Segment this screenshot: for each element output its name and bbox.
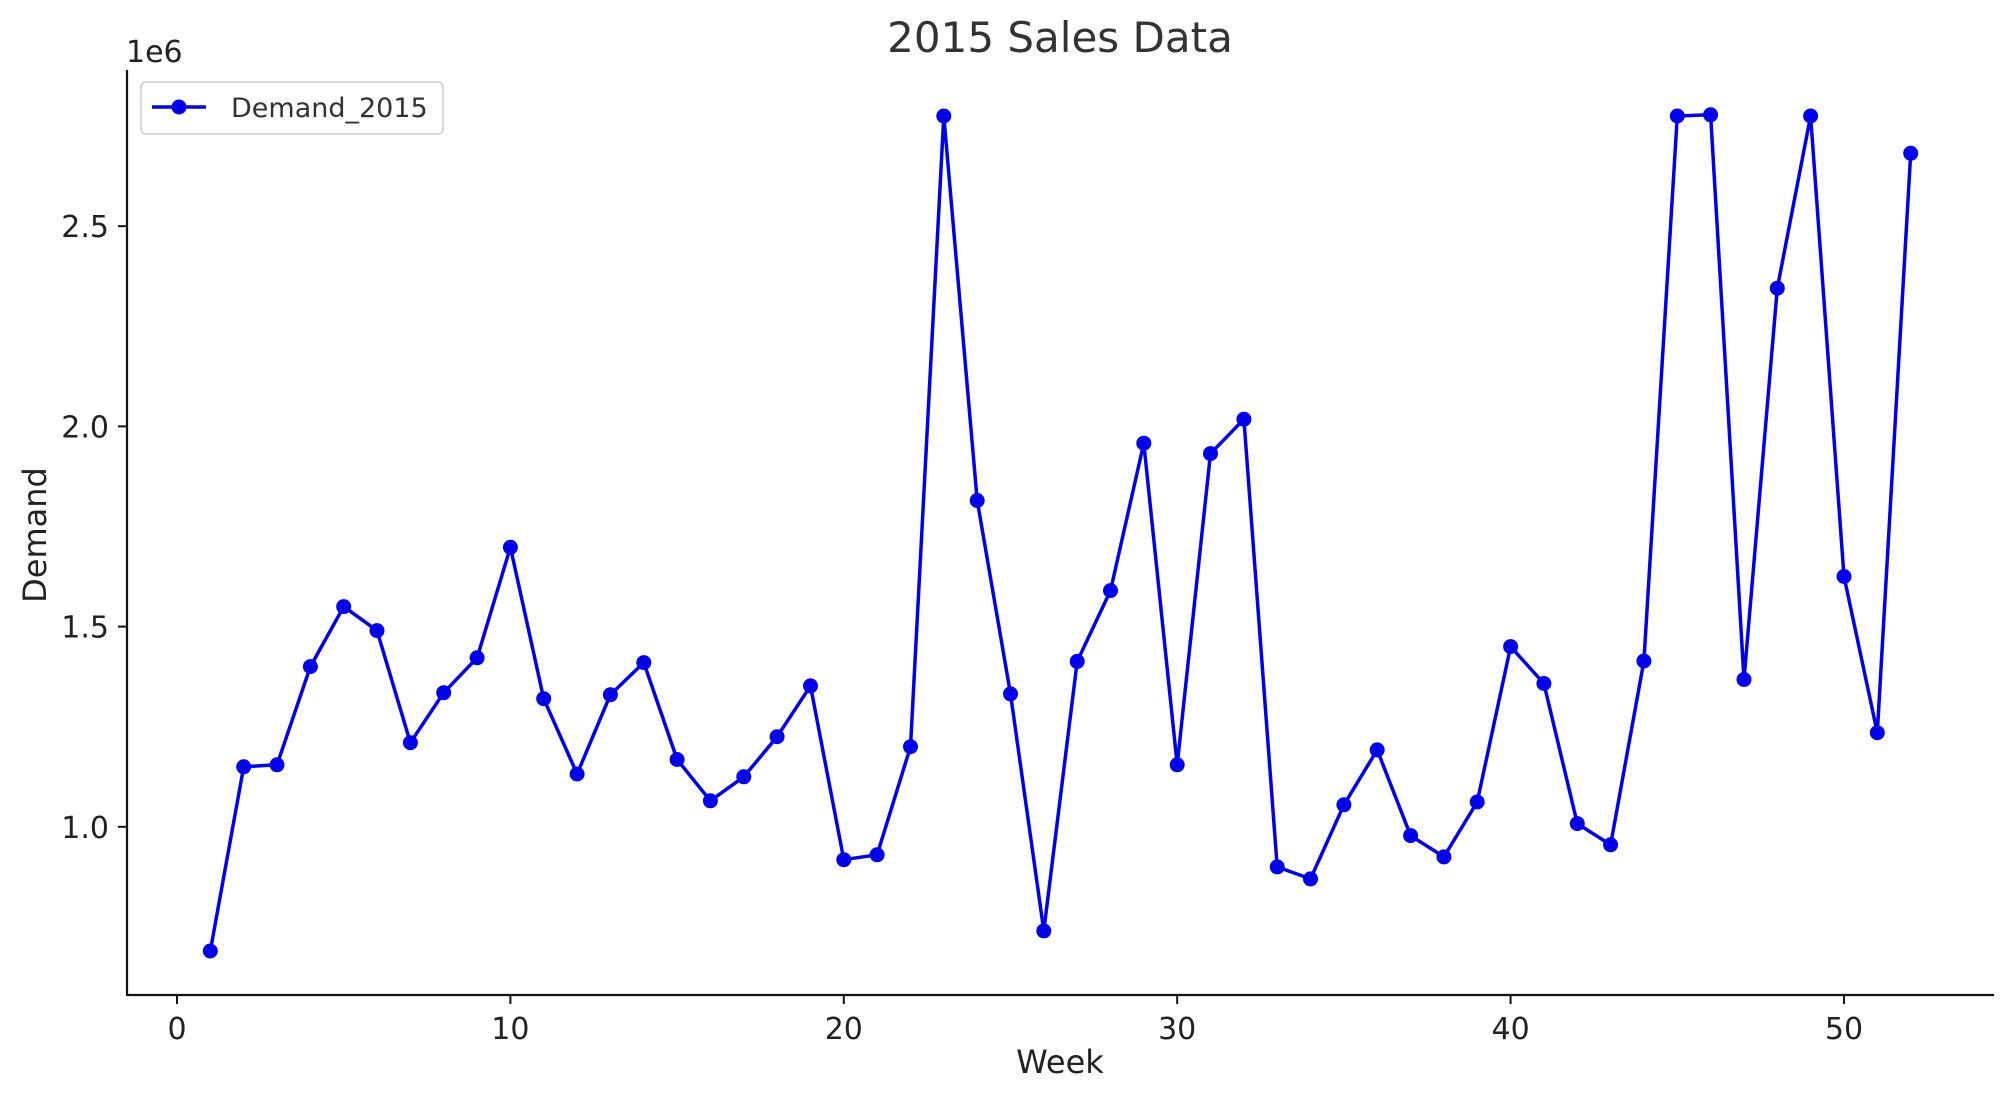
data-point — [1836, 569, 1852, 584]
y-axis-label: Demand — [16, 467, 54, 603]
chart-title: 2015 Sales Data — [887, 13, 1233, 62]
data-point — [502, 539, 518, 555]
x-tick-label: 40 — [1491, 1012, 1529, 1047]
data-point — [336, 599, 352, 615]
data-point — [302, 659, 318, 675]
data-point — [1803, 108, 1819, 124]
series-layer — [202, 107, 1919, 959]
x-axis-ticks: 0 10 20 30 40 50 — [167, 995, 1863, 1047]
legend-label: Demand_2015 — [231, 93, 428, 124]
data-point — [803, 678, 818, 694]
data-point — [836, 852, 852, 868]
data-point — [903, 739, 918, 755]
data-point — [1469, 794, 1485, 810]
data-point — [1336, 797, 1352, 813]
data-point — [436, 685, 452, 701]
data-point — [536, 691, 552, 707]
y-tick-label: 1.5 — [61, 611, 109, 646]
data-point — [1703, 107, 1719, 123]
data-point — [1736, 672, 1752, 687]
data-point — [1269, 859, 1285, 875]
y-axis-ticks: 1.0 1.5 2.0 2.5 — [61, 210, 127, 846]
data-point — [1669, 108, 1685, 124]
legend: Demand_2015 — [140, 81, 444, 135]
data-point — [1436, 849, 1452, 865]
x-tick-label: 50 — [1825, 1012, 1863, 1047]
x-axis-label: Week — [1016, 1043, 1104, 1081]
y-tick-label: 2.5 — [61, 210, 109, 245]
x-tick-label: 0 — [167, 1012, 186, 1047]
x-tick-label: 30 — [1158, 1012, 1196, 1047]
x-tick-label: 10 — [491, 1012, 529, 1047]
y-axis-offset-label: 1e6 — [126, 35, 183, 70]
data-point — [769, 729, 785, 745]
data-point — [736, 769, 752, 785]
legend-frame — [140, 81, 444, 135]
data-point — [1003, 686, 1018, 702]
x-tick-label: 20 — [825, 1012, 863, 1047]
data-point — [236, 759, 252, 775]
data-point — [1169, 757, 1185, 773]
data-point — [602, 687, 618, 703]
data-point — [1503, 639, 1519, 655]
data-point — [1569, 816, 1585, 832]
series-line — [208, 113, 1913, 952]
legend-marker — [171, 99, 187, 115]
y-tick-label: 2.0 — [61, 410, 109, 445]
data-point — [1203, 446, 1218, 462]
data-point — [369, 623, 385, 639]
data-point — [1636, 653, 1652, 669]
data-point — [569, 766, 585, 782]
data-point — [1103, 583, 1118, 599]
data-point — [936, 108, 952, 124]
data-point — [1903, 145, 1919, 161]
data-point — [1236, 411, 1252, 427]
data-point — [969, 493, 985, 508]
data-point — [469, 650, 485, 666]
data-point — [669, 752, 685, 767]
data-point — [402, 735, 418, 751]
data-point — [636, 655, 652, 671]
data-point — [1303, 871, 1318, 887]
data-point — [1869, 725, 1885, 741]
data-point — [869, 847, 885, 863]
data-point — [1369, 742, 1385, 758]
data-point — [269, 757, 285, 773]
data-point — [202, 943, 218, 959]
data-point — [1403, 828, 1419, 844]
y-tick-label: 1.0 — [61, 811, 109, 846]
data-point — [702, 793, 718, 809]
data-point — [1603, 837, 1619, 853]
data-point — [1769, 280, 1785, 296]
data-point — [1069, 653, 1085, 669]
data-point — [1136, 435, 1152, 451]
data-point — [1536, 676, 1552, 691]
data-point — [1036, 923, 1052, 939]
